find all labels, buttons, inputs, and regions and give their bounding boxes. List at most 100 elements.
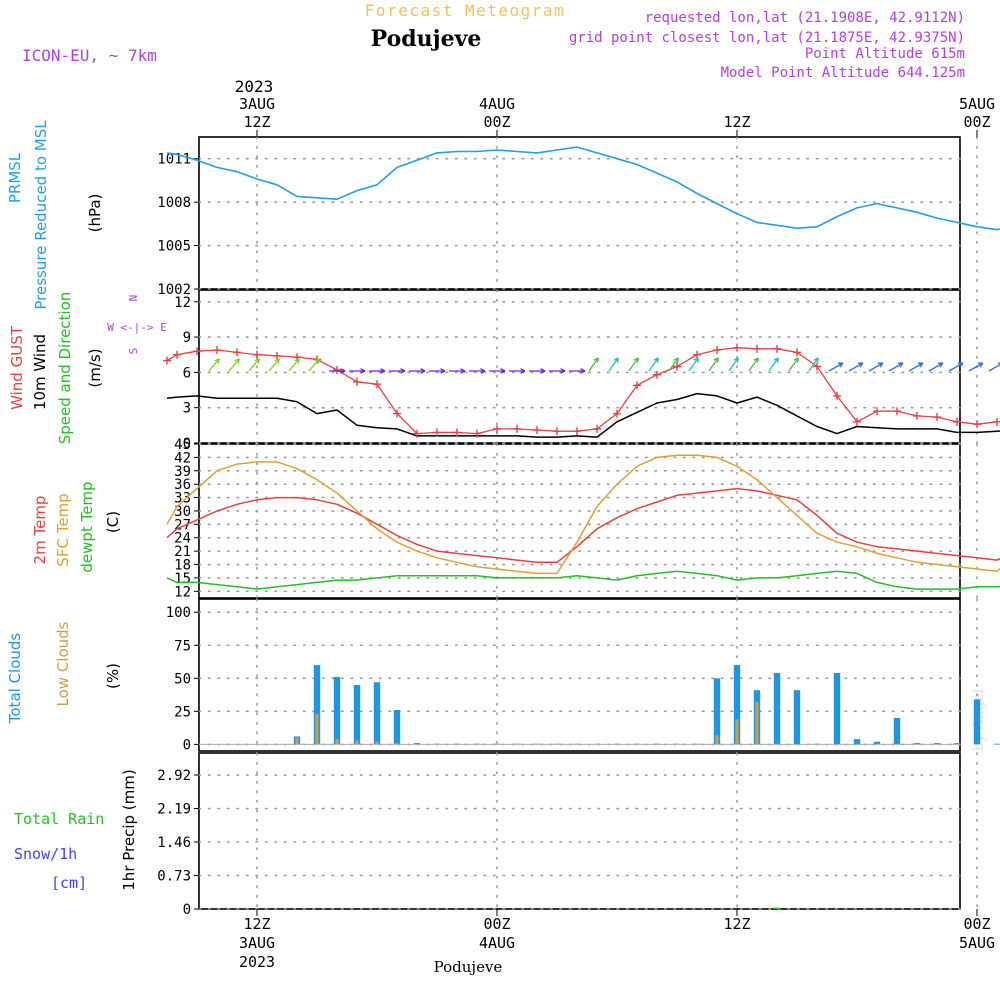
wind-direction-arrow [469,368,486,374]
wind-gust-marker [553,427,561,436]
wind-gust-marker [693,350,701,359]
y-tick-label: 9 [183,330,191,346]
y-tick-label: 1008 [157,195,191,211]
wind-gust-marker [973,420,981,429]
wind-direction-arrow [828,362,844,372]
temperature-panel-frame [198,443,961,599]
wind-gust-marker [163,356,171,365]
wind-direction-arrow [268,358,280,372]
wind-direction-arrow [349,368,366,374]
total-cloud-bar [913,743,921,745]
chart-title: Forecast Meteogram [365,1,565,20]
cloud-panel-frame [198,598,961,752]
low-cloud-bar [355,740,359,745]
y-tick-label: 0 [183,902,191,918]
temp-label-2m: 2m Temp [31,496,49,565]
wind-gust-marker [633,381,641,390]
total-cloud-bar [773,673,781,745]
y-tick-label: 0 [183,436,191,452]
model-altitude: Model Point Altitude 644.125m [721,65,965,81]
wind-gust-marker [193,347,201,356]
total-cloud-bar [713,678,721,745]
low-cloud-bar [735,719,739,745]
wind-direction-arrow [369,368,386,374]
wind-gust-marker [473,429,481,438]
wind-gust-marker [913,411,921,420]
wind-gust-marker [813,362,821,371]
wind-direction-arrow [808,357,819,372]
wind-gust-marker [713,346,721,355]
y-tick-label: 18 [174,558,191,574]
total-cloud-bar [373,682,381,745]
wind-gust-marker [593,424,601,433]
wind-direction-arrow [549,368,566,374]
bottom-hour-label: 12Z [723,915,750,933]
wind-direction-arrow [608,357,619,372]
cloud-label-total: Total Clouds [6,633,24,725]
precip-label-snow-unit: [cm] [51,874,87,892]
pressure-unit: (hPa) [86,194,104,233]
wind-gust-marker [373,380,381,389]
total-cloud-bar [953,743,961,745]
wind-gust-marker [573,427,581,436]
top-hour-label: 00Z [963,113,990,131]
wind-direction-arrow [409,368,426,374]
wind-gust-marker [833,391,841,400]
wind-direction-arrow [628,357,639,372]
total-cloud-bar [413,743,421,745]
y-tick-label: 0 [183,737,191,753]
wind-label-dir: Speed and Direction [56,292,74,445]
wind-gust-marker [233,348,241,357]
wind-direction-arrow [888,362,904,372]
wind-direction-arrow [728,357,739,372]
bottom-date-label: 4AUG [479,934,515,952]
temp-dewpt-line [166,570,1000,590]
wind-gust-marker [673,362,681,371]
wind-gust-marker [253,350,261,359]
wind-direction-arrow [848,362,864,372]
bottom-date-label: 3AUG [239,934,275,952]
total-cloud-bar [733,665,741,745]
wind-direction-arrow [228,358,240,372]
y-tick-label: 39 [174,464,191,480]
total-cloud-bar [793,690,801,745]
model-label: ICON-EU, ~ 7km [22,46,157,65]
total-cloud-bar [873,741,881,745]
total-cloud-bar [333,676,341,745]
y-tick-label: 50 [174,671,191,687]
wind-gust-marker [493,424,501,433]
total-cloud-bar [893,717,901,745]
total-cloud-bar [993,743,1000,745]
low-cloud-bar [375,741,379,745]
y-tick-label: 100 [166,605,191,621]
requested-coords: requested lon,lat (21.1908E, 42.9112N) [645,10,965,26]
y-tick-label: 1002 [157,282,191,298]
temp-2m-line [166,487,1000,564]
low-cloud-bar [395,743,399,745]
low-cloud-bar [295,737,299,745]
wind-gust-marker [333,366,341,375]
wind-direction-arrow [708,357,719,372]
bottom-hour-label: 00Z [483,915,510,933]
low-cloud-bar [715,735,719,745]
bottom-hour-label: 12Z [243,915,270,933]
wind-direction-arrow [868,362,884,372]
temp-label-dewpt: dewpt Temp [78,481,96,572]
y-tick-label: 0.73 [157,869,191,885]
wind-gust-marker [613,409,621,418]
wind-gust-marker [413,429,421,438]
wind-gust-marker [893,407,901,416]
top-hour-label: 12Z [723,113,750,131]
wind-gust-marker [733,343,741,352]
wind-gust-marker [173,350,181,359]
wind-direction-arrow [288,358,300,372]
temp-label-sfc: SFC Temp [54,493,72,566]
y-tick-label: 6 [183,365,191,381]
top-date-label: 5AUG [959,95,995,113]
y-tick-label: 36 [174,477,191,493]
y-tick-label: 21 [174,544,191,560]
bottom-date-label: 5AUG [959,934,995,952]
total-cloud-bar [313,665,321,745]
y-tick-label: 12 [174,295,191,311]
